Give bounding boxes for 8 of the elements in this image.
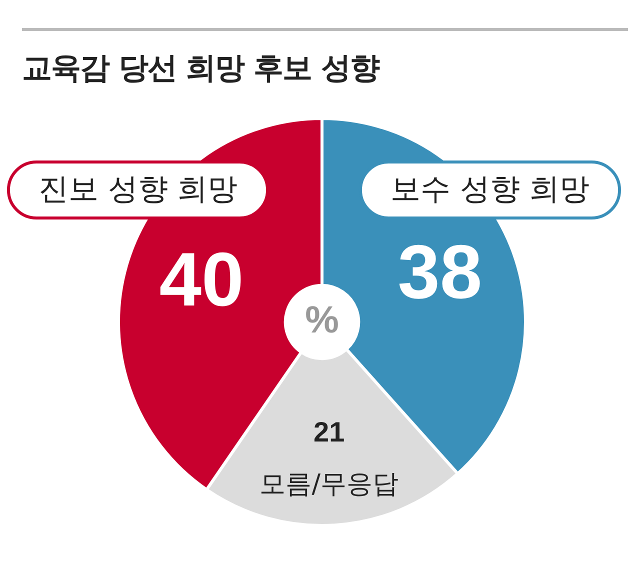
- data-label: 40: [159, 237, 244, 322]
- data-label: 38: [398, 230, 482, 315]
- slice-label: 모름/무응답: [260, 469, 398, 500]
- text: %: [305, 299, 339, 342]
- chart-title: 교육감 당선 희망 후보 성향: [22, 50, 379, 88]
- slice-label: 진보 성향 희망: [38, 172, 238, 207]
- slice-label: 보수 성향 희망: [390, 172, 590, 207]
- data-label: 21: [314, 416, 345, 448]
